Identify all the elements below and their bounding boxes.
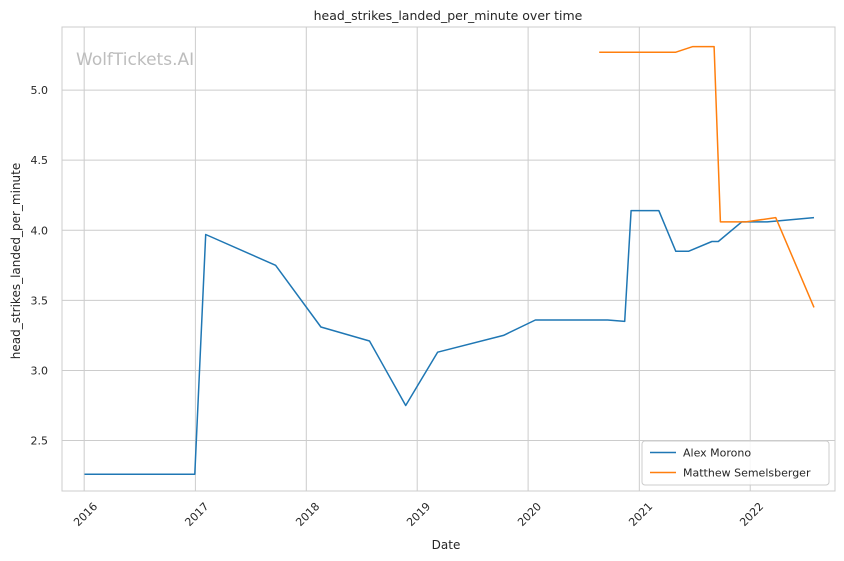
x-tick-labels: 2016 2017 2018 2019 2020 2021 2022 — [71, 500, 766, 529]
x-tick-label: 2016 — [71, 500, 100, 529]
legend-label-alex-morono: Alex Morono — [683, 447, 751, 460]
series-layer — [84, 45, 815, 475]
y-tick-labels: 2.5 3.0 3.5 4.0 4.5 5.0 — [31, 84, 49, 447]
legend-box — [641, 440, 830, 486]
chart-title: head_strikes_landed_per_minute over time — [314, 8, 583, 23]
grid — [62, 27, 835, 491]
x-tick-label: 2020 — [515, 500, 544, 529]
y-tick-label: 4.5 — [31, 154, 49, 167]
series-line-alex-morono — [84, 209, 815, 475]
x-tick-label: 2019 — [404, 500, 433, 529]
y-axis-title: head_strikes_landed_per_minute — [9, 163, 23, 360]
y-tick-label: 5.0 — [31, 84, 49, 97]
plot-area-frame — [61, 26, 836, 492]
x-tick-label: 2017 — [182, 500, 211, 529]
series-line-matthew-semelsberger — [599, 45, 815, 308]
y-tick-label: 3.0 — [31, 364, 49, 377]
x-axis-title: Date — [432, 538, 461, 552]
legend: Alex Morono Matthew Semelsberger — [641, 440, 830, 486]
x-tick-label: 2018 — [293, 500, 322, 529]
x-tick-label: 2021 — [626, 500, 655, 529]
y-tick-label: 3.5 — [31, 294, 49, 307]
watermark: WolfTickets.AI — [76, 50, 194, 70]
x-tick-label: 2022 — [737, 500, 766, 529]
y-tick-label: 4.0 — [31, 224, 49, 237]
y-tick-label: 2.5 — [31, 435, 49, 448]
legend-label-matthew-semelsberger: Matthew Semelsberger — [683, 467, 811, 480]
